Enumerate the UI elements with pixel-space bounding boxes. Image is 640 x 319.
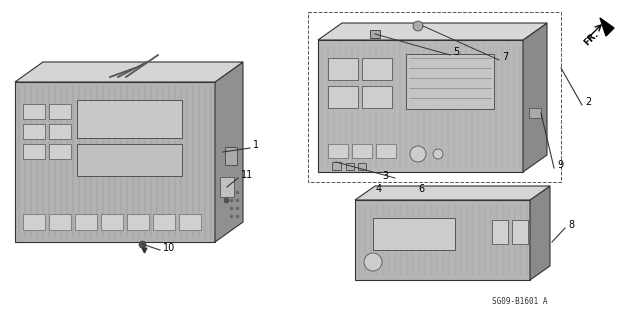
Bar — [512, 220, 528, 244]
Text: 6: 6 — [418, 184, 424, 194]
Bar — [49, 104, 71, 119]
Polygon shape — [530, 186, 550, 280]
Bar — [220, 177, 234, 197]
Text: 4: 4 — [376, 184, 382, 194]
Text: 7: 7 — [502, 52, 508, 62]
Bar — [153, 214, 175, 230]
Bar — [492, 220, 508, 244]
Bar — [49, 124, 71, 139]
Circle shape — [433, 149, 443, 159]
Bar — [529, 108, 541, 118]
Bar — [101, 214, 123, 230]
Polygon shape — [523, 23, 547, 172]
Bar — [362, 58, 392, 80]
Polygon shape — [355, 200, 530, 280]
Bar — [127, 214, 149, 230]
Bar — [49, 214, 71, 230]
Polygon shape — [215, 62, 243, 242]
Polygon shape — [15, 82, 215, 242]
Bar — [179, 214, 201, 230]
Bar — [328, 144, 348, 158]
Bar — [77, 100, 182, 138]
Bar — [23, 214, 45, 230]
Polygon shape — [318, 40, 523, 172]
Bar — [332, 162, 341, 170]
Polygon shape — [318, 23, 547, 40]
Bar — [23, 124, 45, 139]
Bar — [370, 30, 380, 38]
Bar — [23, 144, 45, 159]
Bar — [406, 54, 494, 109]
Text: 9: 9 — [557, 160, 563, 170]
Text: 2: 2 — [585, 97, 591, 107]
Bar — [352, 144, 372, 158]
Text: 3: 3 — [382, 171, 388, 181]
Polygon shape — [355, 186, 550, 200]
Bar — [77, 144, 182, 176]
Text: 1: 1 — [253, 140, 259, 150]
Text: 5: 5 — [453, 47, 460, 57]
Bar — [328, 86, 358, 108]
Text: 11: 11 — [241, 170, 253, 180]
Bar — [373, 218, 455, 250]
Bar — [75, 214, 97, 230]
Bar — [23, 104, 45, 119]
Polygon shape — [600, 18, 614, 36]
Bar — [376, 144, 396, 158]
Text: 10: 10 — [163, 243, 175, 253]
Bar — [328, 58, 358, 80]
Circle shape — [364, 253, 382, 271]
Text: SG09-B1601 A: SG09-B1601 A — [492, 298, 547, 307]
Circle shape — [413, 21, 423, 31]
Bar — [49, 144, 71, 159]
Circle shape — [410, 146, 426, 162]
Bar — [358, 163, 366, 170]
Polygon shape — [15, 62, 243, 82]
Bar — [362, 86, 392, 108]
Bar — [346, 163, 354, 170]
Text: 8: 8 — [568, 220, 574, 230]
Bar — [225, 147, 237, 165]
Text: FR.: FR. — [582, 29, 600, 47]
